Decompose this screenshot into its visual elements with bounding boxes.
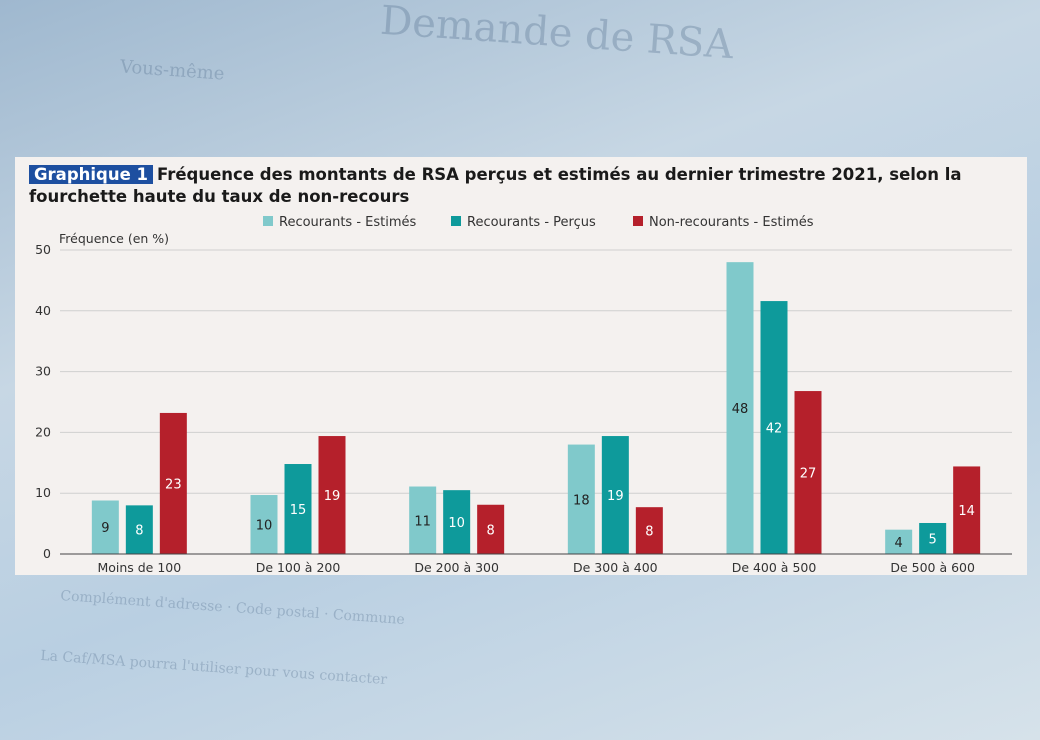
x-tick-label: De 200 à 300	[414, 560, 499, 575]
y-tick-label: 50	[35, 242, 51, 257]
x-tick-label: De 400 à 500	[732, 560, 817, 575]
bar	[635, 507, 663, 554]
bar	[477, 504, 505, 554]
legend-swatch-2	[451, 216, 461, 226]
bar	[919, 522, 947, 554]
y-tick-label: 40	[35, 303, 51, 318]
legend-label-3: Non-recourants - Estimés	[649, 215, 814, 230]
data-label: 19	[607, 489, 624, 504]
legend-swatch-1	[263, 216, 273, 226]
y-tick-label: 0	[43, 546, 51, 561]
data-label: 23	[165, 477, 182, 492]
data-label: 5	[929, 532, 937, 547]
bar	[760, 301, 788, 554]
data-label: 4	[895, 536, 903, 551]
data-label: 8	[487, 523, 495, 538]
data-label: 27	[800, 467, 817, 482]
y-axis-label: Fréquence (en %)	[59, 231, 169, 246]
legend-label-2: Recourants - Perçus	[467, 215, 596, 230]
bar	[318, 436, 346, 554]
chart-tag: Graphique 1	[29, 165, 154, 184]
data-label: 19	[324, 489, 341, 504]
bar	[885, 529, 913, 554]
y-tick-label: 10	[35, 485, 51, 500]
bar	[953, 466, 981, 554]
data-label: 48	[732, 402, 749, 417]
bar	[601, 436, 629, 554]
bar	[567, 444, 595, 554]
bar	[159, 412, 187, 554]
legend-label-1: Recourants - Estimés	[279, 215, 417, 230]
bar	[726, 262, 754, 554]
data-label: 10	[448, 516, 465, 531]
data-label: 18	[573, 493, 590, 508]
data-label: 10	[256, 519, 273, 534]
bar	[409, 486, 437, 554]
data-label: 8	[135, 524, 143, 539]
x-tick-label: De 100 à 200	[256, 560, 341, 575]
data-label: 8	[645, 525, 653, 540]
data-label: 42	[766, 422, 783, 437]
chart-panel: Graphique 1 Fréquence des montants de RSA…	[15, 157, 1027, 575]
bar	[250, 495, 278, 554]
legend-swatch-3	[633, 216, 643, 226]
bar	[443, 490, 471, 554]
bar	[91, 500, 119, 554]
bar-chart: Recourants - Estimés Recourants - Perçus N…	[35, 215, 1012, 575]
bar	[284, 464, 312, 554]
bar	[125, 505, 153, 554]
data-label: 9	[101, 521, 109, 536]
x-tick-label: De 500 à 600	[890, 560, 975, 575]
y-tick-label: 20	[35, 424, 51, 439]
y-tick-label: 30	[35, 364, 51, 379]
chart-title-text: Fréquence des montants de RSA perçus et …	[29, 165, 962, 206]
x-tick-label: De 300 à 400	[573, 560, 658, 575]
bar	[794, 391, 822, 554]
chart-title: Graphique 1 Fréquence des montants de RSA…	[29, 164, 1019, 208]
data-label: 15	[290, 503, 307, 518]
x-tick-label: Moins de 100	[97, 560, 181, 575]
data-label: 14	[958, 504, 975, 519]
data-label: 11	[414, 514, 431, 529]
